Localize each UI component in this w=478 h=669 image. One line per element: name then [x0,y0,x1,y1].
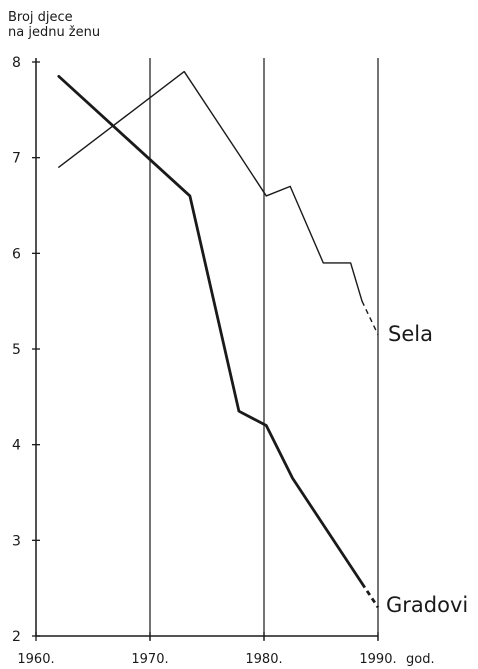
y-tick-label-5: 7 [12,151,21,167]
series-labels: Sela Gradovi [386,322,468,617]
series-label-sela: Sela [388,322,433,346]
x-tick-label-1: 1970. [131,652,168,667]
y-axis-label-line-2: na jednu ženu [8,25,101,40]
x-tick-label-0: 1960. [17,652,54,667]
series-label-gradovi: Gradovi [386,593,468,617]
y-axis-label-line-1: Broj djece [8,10,73,25]
x-tick-label-2: 1980. [245,652,282,667]
y-tick-label-1: 3 [12,533,21,549]
y-axis-label: Broj djece na jednu ženu [8,10,100,40]
y-tick-label-6: 8 [12,55,21,71]
y-tick-label-0: 2 [12,629,21,645]
y-tick-label-4: 6 [12,246,21,262]
x-axis-label: god. [406,652,435,667]
y-tick-label-2: 4 [12,438,21,454]
series-lines [57,70,380,609]
series-line-sela [58,70,363,302]
axes [32,58,379,641]
series-line-sela-projection [361,300,379,335]
tick-labels: 2 3 4 5 6 7 8 1960. 1970. 1980. 1990. god. [12,55,435,667]
series-line-gradovi [57,74,364,585]
gridlines [149,58,379,640]
series-line-gradovi-projection [360,582,380,609]
y-tick-label-3: 5 [12,342,21,358]
x-tick-label-3: 1990. [359,652,396,667]
